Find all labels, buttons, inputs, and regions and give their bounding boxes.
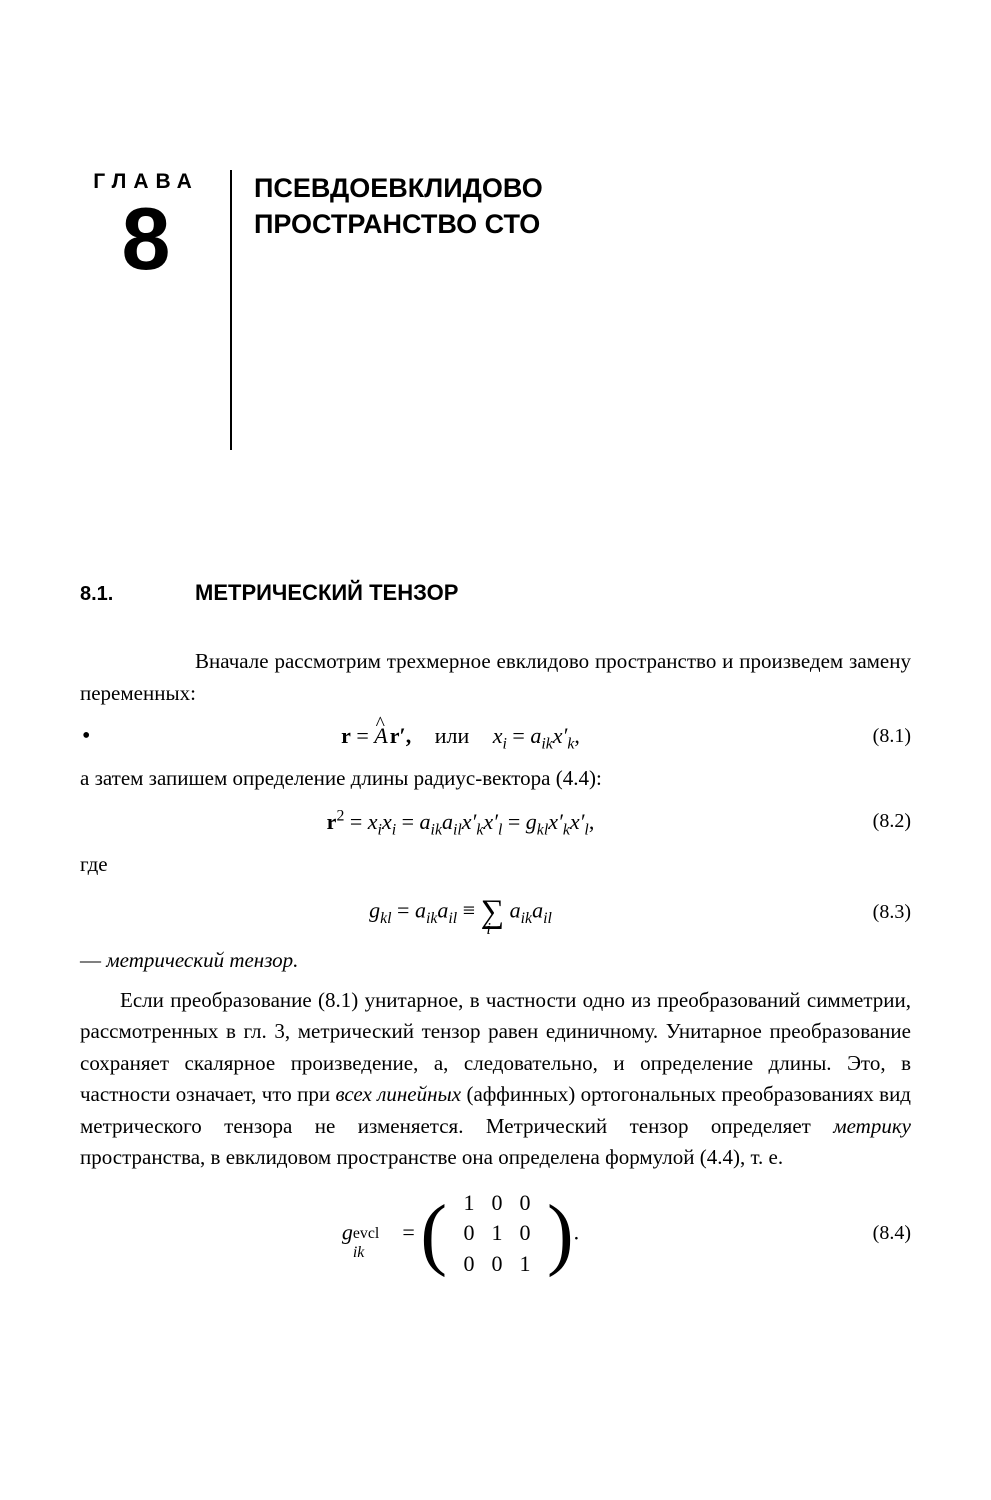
- equation-8-3: gkl = aikail ≡ ∑i aikail (8.3): [80, 894, 911, 931]
- chapter-title-line1: ПСЕВДОЕВКЛИДОВО: [254, 173, 543, 203]
- equation-8-2: r2 = xixi = aikailx′kx′l = gklx′kx′l, (8…: [80, 809, 911, 835]
- equation-8-1: • r = Ar′, или xi = aikx′k, (8.1): [80, 723, 911, 749]
- equation-8-4: gevclik = ( 100 010 001 ) . (8.4): [80, 1188, 911, 1280]
- equation-8-2-content: r2 = xixi = aikailx′kx′l = gklx′kx′l,: [80, 809, 841, 835]
- equation-8-3-number: (8.3): [841, 901, 911, 924]
- equation-8-4-content: gevclik = ( 100 010 001 ) .: [80, 1188, 841, 1280]
- chapter-title: ПСЕВДОЕВКЛИДОВО ПРОСТРАНСТВО СТО: [232, 170, 543, 450]
- equation-8-3-content: gkl = aikail ≡ ∑i aikail: [80, 894, 841, 931]
- equation-8-1-number: (8.1): [841, 725, 911, 748]
- section-title: МЕТРИЧЕСКИЙ ТЕНЗОР: [195, 580, 458, 606]
- section-number: 8.1.: [80, 583, 195, 606]
- paragraph-1: Вначале рассмотрим трехмерное евклидово …: [80, 646, 911, 709]
- p5d: метрику: [833, 1114, 911, 1138]
- chapter-label-block: ГЛАВА 8: [80, 170, 230, 450]
- paragraph-4: — метрический тензор.: [80, 945, 911, 977]
- p5b: всех линейных: [336, 1082, 462, 1106]
- equation-8-1-content: r = Ar′, или xi = aikx′k,: [80, 723, 841, 749]
- chapter-title-line2: ПРОСТРАНСТВО СТО: [254, 209, 540, 239]
- paragraph-5: Если преобразование (8.1) унитарное, в ч…: [80, 985, 911, 1174]
- equation-8-4-number: (8.4): [841, 1222, 911, 1245]
- chapter-header: ГЛАВА 8 ПСЕВДОЕВКЛИДОВО ПРОСТРАНСТВО СТО: [80, 170, 911, 450]
- paragraph-4-term: метрический тензор.: [106, 948, 298, 972]
- section-header: 8.1. МЕТРИЧЕСКИЙ ТЕНЗОР: [80, 580, 911, 606]
- chapter-number: 8: [80, 199, 212, 278]
- paragraph-3: где: [80, 849, 911, 881]
- equation-8-2-number: (8.2): [841, 810, 911, 833]
- paragraph-4-dash: —: [80, 948, 106, 972]
- paragraph-2: а затем запишем определение длины радиус…: [80, 763, 911, 795]
- p5e: пространства, в евклидовом пространстве …: [80, 1145, 783, 1169]
- margin-dot: •: [82, 723, 90, 750]
